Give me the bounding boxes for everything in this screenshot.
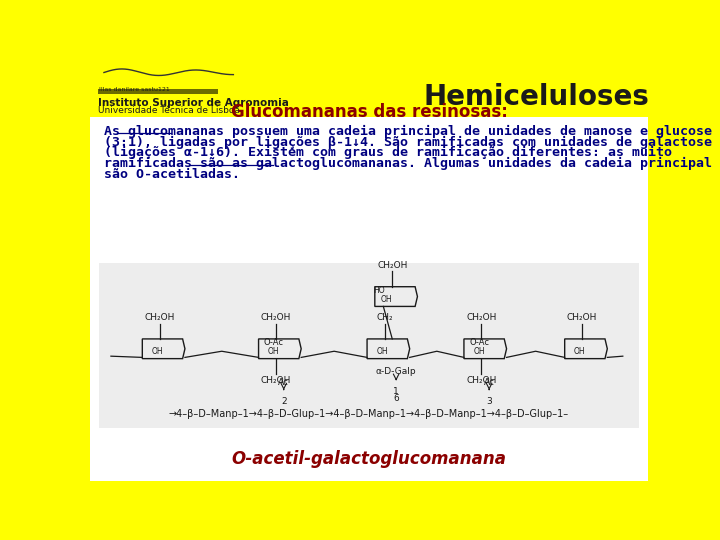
Text: CH₂OH: CH₂OH <box>567 313 598 322</box>
Text: OH: OH <box>152 347 163 356</box>
Text: CH₂OH: CH₂OH <box>466 376 497 384</box>
Text: CH₂OH: CH₂OH <box>261 376 291 384</box>
Bar <box>90 117 648 481</box>
Text: Hemiceluloses: Hemiceluloses <box>423 83 649 111</box>
Text: CH₂OH: CH₂OH <box>377 261 408 270</box>
Text: 3: 3 <box>486 397 492 407</box>
Text: α-D-Galp: α-D-Galp <box>376 367 416 376</box>
Text: Universidade Técnica de Lisboa: Universidade Técnica de Lisboa <box>98 106 240 116</box>
Text: CH₂OH: CH₂OH <box>466 313 497 322</box>
Text: 2: 2 <box>281 397 287 407</box>
Text: OH: OH <box>574 347 585 356</box>
Text: As glucomananas possuem uma cadeia principal de unidades de manose e glucose: As glucomananas possuem uma cadeia princ… <box>104 125 712 138</box>
Text: O-Ac: O-Ac <box>469 338 489 347</box>
Text: HO: HO <box>373 286 385 295</box>
Text: OH: OH <box>377 347 388 356</box>
Text: (3:1), ligadas por ligações β-1↓4. São ramificadas com unidades de galactose: (3:1), ligadas por ligações β-1↓4. São r… <box>104 136 712 148</box>
Text: (ligações α-1↓6). Existem com graus de ramificação diferentes: as muito: (ligações α-1↓6). Existem com graus de r… <box>104 146 672 159</box>
Text: →4–β–D–Manp–1→4–β–D–Glup–1→4–β–D–Manp–1→4–β–D–Manp–1→4–β–D–Glup–1–: →4–β–D–Manp–1→4–β–D–Glup–1→4–β–D–Manp–1→… <box>169 409 569 420</box>
Text: O-acetil-galactoglucomanana: O-acetil-galactoglucomanana <box>232 450 506 468</box>
Bar <box>99 262 639 428</box>
Text: ramificadas são as galactoglucomananas. Algumas unidades da cadeia principal: ramificadas são as galactoglucomananas. … <box>104 157 712 170</box>
Text: Instituto Superior de Agronomia: Instituto Superior de Agronomia <box>98 98 289 108</box>
Text: 1: 1 <box>393 387 399 396</box>
Text: OH: OH <box>381 295 392 304</box>
Text: CH₂: CH₂ <box>376 313 393 322</box>
Text: OH: OH <box>268 347 279 356</box>
Text: OH: OH <box>473 347 485 356</box>
Text: O-Ac: O-Ac <box>264 338 284 347</box>
Text: CH₂OH: CH₂OH <box>261 313 291 322</box>
Text: Glucomananas das resinosas:: Glucomananas das resinosas: <box>230 103 508 122</box>
Text: Ac: Ac <box>484 377 495 387</box>
Text: CH₂OH: CH₂OH <box>145 313 175 322</box>
Bar <box>98 89 218 94</box>
Text: 6: 6 <box>393 394 399 403</box>
Bar <box>90 65 648 117</box>
Text: Ac: Ac <box>278 377 289 387</box>
Text: Illas danilare sastu121: Illas danilare sastu121 <box>99 86 170 92</box>
Text: são O-acetiladas.: são O-acetiladas. <box>104 168 240 181</box>
